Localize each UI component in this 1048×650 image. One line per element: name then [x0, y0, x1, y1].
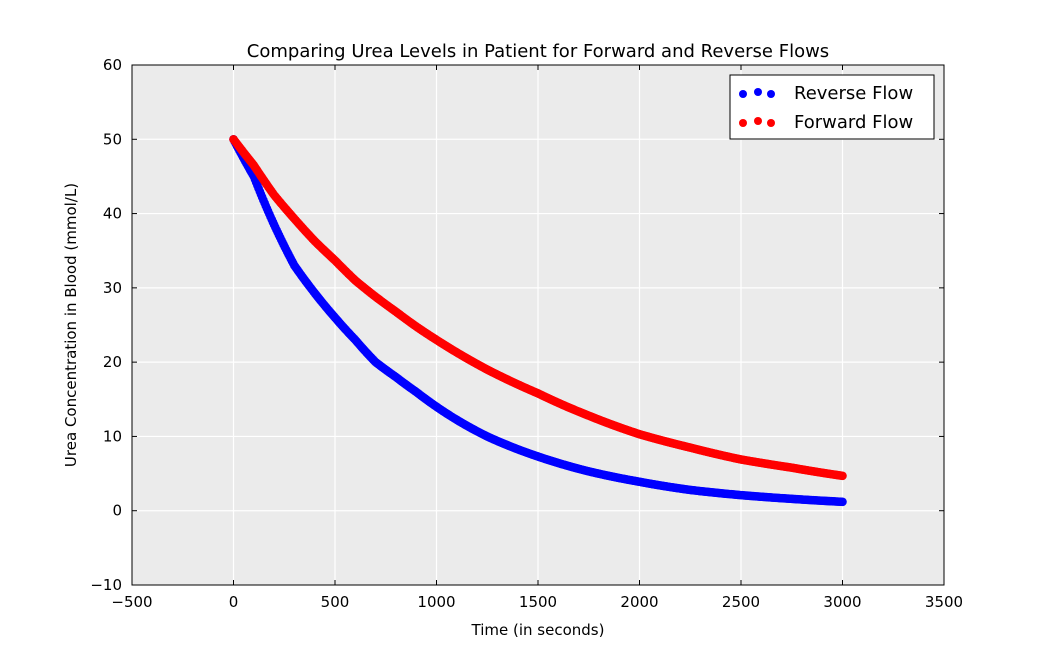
y-tick-label: 10 [103, 427, 122, 445]
grid [132, 65, 944, 585]
x-tick-label: 2500 [722, 593, 760, 611]
legend: Reverse Flow Forward Flow [729, 74, 935, 140]
y-tick-label: 20 [103, 353, 122, 371]
x-tick-label: 1000 [417, 593, 455, 611]
y-tick-label: −10 [90, 576, 122, 594]
legend-label-forward-flow: Forward Flow [794, 112, 913, 133]
x-tick-label: 3500 [925, 593, 963, 611]
y-tick-label: 0 [112, 502, 122, 520]
y-tick-label: 40 [103, 205, 122, 223]
legend-marker-dot [767, 119, 775, 127]
x-tick-label: 2000 [620, 593, 658, 611]
series-forward-flow [229, 134, 847, 481]
legend-label-reverse-flow: Reverse Flow [794, 83, 913, 104]
y-tick-label: 60 [103, 56, 122, 74]
legend-marker-dot [754, 117, 762, 125]
legend-marker-dot [754, 88, 762, 96]
data-point [838, 497, 847, 507]
x-tick-label: 0 [229, 593, 239, 611]
series-layer [229, 134, 847, 507]
legend-box [729, 74, 935, 140]
x-tick-label: 1500 [519, 593, 557, 611]
ticks: −500 0 500 1000 1500 2000 2500 3000 3500 −10 0 10 20… [90, 56, 963, 611]
legend-marker-dot [767, 90, 775, 98]
y-tick-label: 30 [103, 279, 122, 297]
chart-title: Comparing Urea Levels in Patient for For… [247, 41, 829, 62]
x-tick-label: −500 [111, 593, 152, 611]
x-axis-label: Time (in seconds) [471, 621, 605, 639]
y-tick-label: 50 [103, 130, 122, 148]
x-tick-label: 3000 [823, 593, 861, 611]
legend-marker-forward-flow [739, 117, 775, 127]
legend-marker-reverse-flow [739, 88, 775, 98]
legend-marker-dot [739, 90, 747, 98]
y-axis-label: Urea Concentration in Blood (mmol/L) [62, 183, 80, 467]
x-tick-label: 500 [321, 593, 350, 611]
data-point [838, 471, 847, 481]
legend-marker-dot [739, 119, 747, 127]
